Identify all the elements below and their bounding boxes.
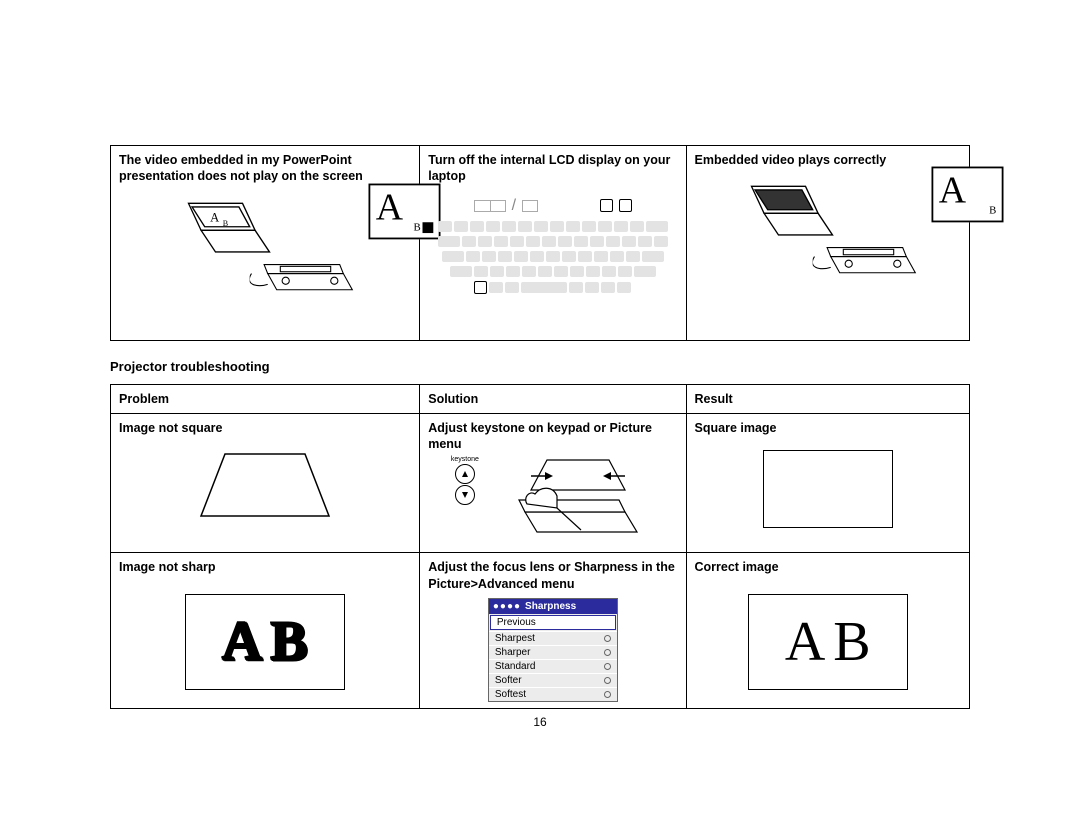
header-result: Result [686,384,969,413]
projector-troubleshooting-table: Problem Solution Result Image not square… [110,384,970,709]
header-solution: Solution [420,384,686,413]
sharpness-menu: ●●●●Sharpness Previous Sharpest Sharper … [488,598,618,702]
projected-screen-result: A B [931,167,1003,223]
row3-result: Correct image [695,559,961,575]
highlighted-fn-key-icon [474,281,487,294]
square-image-icon [763,450,893,528]
radio-icon [604,691,611,698]
menu-item: Softest [489,687,617,701]
projector-icon [812,221,920,306]
row2-solution: Adjust keystone on keypad or Picture men… [428,420,677,453]
row3-problem: Image not sharp [119,559,411,575]
illustration-keystone-adjust: keystone [428,456,677,546]
header-problem: Problem [111,384,420,413]
svg-text:A: A [210,210,219,224]
menu-item: Sharper [489,645,617,659]
display-toggle-icon [474,200,506,212]
troubleshoot-row-embedded-video: The video embedded in my PowerPoint pres… [110,145,970,341]
section-title: Projector troubleshooting [110,359,970,374]
menu-item: Sharpest [489,631,617,645]
highlighted-key-icon [600,199,613,212]
menu-item-selected: Previous [490,615,616,630]
projector-icon [250,237,358,322]
row1-problem: The video embedded in my PowerPoint pres… [119,152,411,185]
row1-solution: Turn off the internal LCD display on you… [428,152,677,185]
table-row: Image not sharp A B Adjust the focus len… [111,553,970,709]
row3-solution: Adjust the focus lens or Sharpness in th… [428,559,677,592]
menu-item: Standard [489,659,617,673]
row2-result: Square image [695,420,961,436]
highlighted-key-icon [619,199,632,212]
radio-icon [604,649,611,656]
svg-text:B: B [223,218,228,227]
illustration-laptop-projector-result: A B [695,174,961,313]
keystone-up-button [455,464,475,484]
row1-result: Embedded video plays correctly [695,152,961,168]
trapezoid-icon [195,450,335,520]
sharp-image-icon: A B [748,594,908,690]
illustration-keyboard: / [428,191,677,288]
blurry-image-icon: A B [185,594,345,690]
projector-adjust-icon [485,456,655,546]
illustration-laptop-projector-problem: A B [119,191,411,330]
radio-icon [604,635,611,642]
row2-problem: Image not square [119,420,411,436]
radio-icon [604,663,611,670]
menu-title: ●●●●Sharpness [489,599,617,614]
keystone-down-button [455,485,475,505]
keystone-label: keystone [451,456,479,463]
table-row: Image not square Adjust keystone on keyp… [111,413,970,553]
display-icon [522,200,538,212]
radio-icon [604,677,611,684]
menu-item: Softer [489,673,617,687]
page-number: 16 [110,715,970,729]
